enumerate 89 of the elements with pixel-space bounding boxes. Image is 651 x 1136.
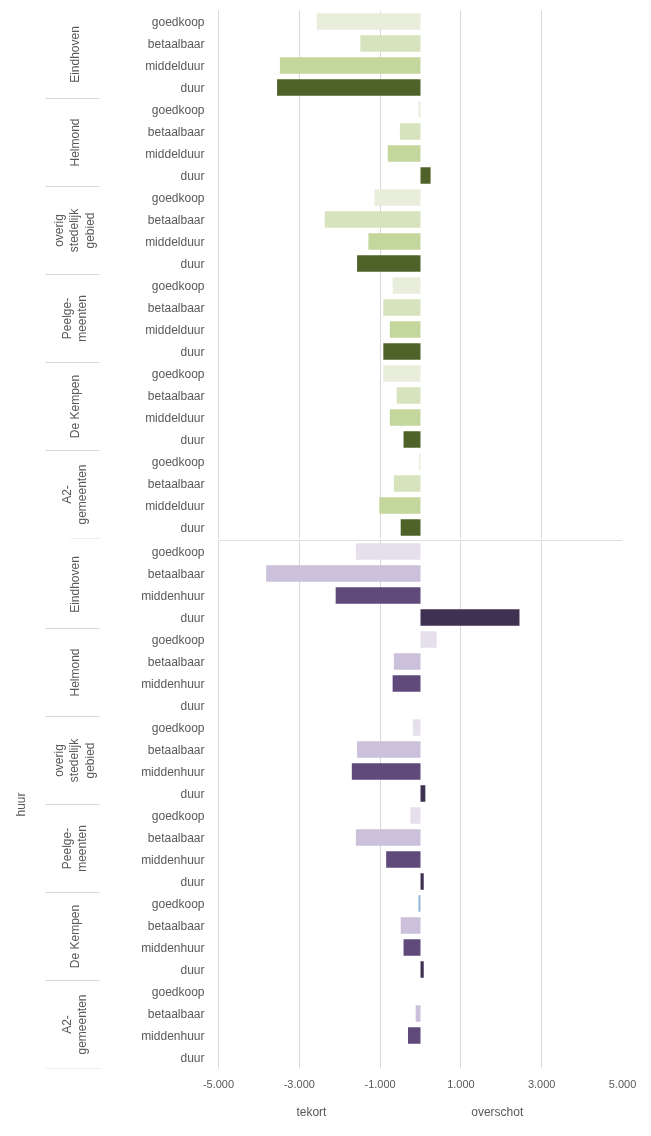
y-tick-label: betaalbaar	[147, 566, 205, 581]
text: De Kempen	[67, 374, 82, 439]
bar	[400, 917, 421, 934]
bar	[420, 873, 424, 890]
text: Eindhoven	[67, 26, 82, 83]
y-tick-label: betaalbaar	[147, 124, 205, 139]
y-tick-label: duur	[180, 786, 205, 801]
bar	[420, 631, 437, 648]
bar	[392, 675, 421, 692]
x-tick-label: 3.000	[527, 1077, 556, 1090]
bar	[351, 763, 421, 780]
y-tick-label: betaalbaar	[147, 300, 205, 315]
bar	[355, 543, 421, 560]
text: tekort	[296, 1104, 328, 1119]
bar	[335, 587, 421, 604]
y-tick-label: middelduur	[145, 410, 205, 425]
y-tick-label: betaalbaar	[147, 476, 205, 491]
text: De Kempen	[67, 904, 82, 969]
text: A2-gemeenten	[59, 994, 90, 1055]
x-tick-label: 1.000	[447, 1077, 475, 1090]
y-tick-label: goedkoop	[151, 366, 205, 381]
text: Peelge-meenten	[59, 825, 90, 872]
y-tick-label: goedkoop	[151, 14, 205, 29]
x-tick-label: -1.000	[364, 1077, 396, 1090]
y-tick-label: middenhuur	[141, 676, 205, 691]
text: Helmond	[67, 118, 82, 167]
x-tick-label: 5.000	[608, 1077, 637, 1090]
y-tick-label: betaalbaar	[147, 918, 205, 933]
y-tick-label: betaalbaar	[147, 388, 205, 403]
y-tick-label: goedkoop	[151, 454, 205, 469]
bar	[418, 895, 421, 912]
bar	[357, 741, 421, 758]
bar	[386, 851, 421, 868]
y-tick-label: goedkoop	[151, 896, 205, 911]
bar	[410, 807, 421, 824]
bar	[420, 961, 424, 978]
x-tick-label: -5.000	[202, 1077, 235, 1090]
y-tick-label: middenhuur	[141, 588, 205, 603]
y-tick-label: duur	[180, 874, 205, 889]
y-tick-label: middenhuur	[141, 764, 205, 779]
bar	[355, 829, 421, 846]
bar	[412, 719, 421, 736]
y-tick-label: middelduur	[145, 58, 205, 73]
y-axis-title: huur	[13, 792, 28, 817]
y-tick-label: middelduur	[145, 234, 205, 249]
y-tick-label: betaalbaar	[147, 830, 205, 845]
y-tick-label: duur	[180, 698, 205, 713]
text: Peelge-meenten	[59, 295, 90, 342]
y-tick-label: betaalbaar	[147, 654, 205, 669]
y-tick-label: goedkoop	[151, 632, 205, 647]
y-tick-label: duur	[180, 168, 205, 183]
y-tick-label: duur	[180, 80, 205, 95]
text: A2-gemeenten	[59, 464, 90, 525]
x-tick-label: -3.000	[283, 1077, 315, 1090]
y-tick-label: duur	[180, 962, 205, 977]
y-tick-label: goedkoop	[151, 544, 205, 559]
y-tick-label: duur	[180, 432, 205, 447]
y-tick-label: middenhuur	[141, 1028, 205, 1043]
y-tick-label: goedkoop	[151, 102, 205, 117]
bar	[266, 565, 421, 582]
bar	[420, 609, 520, 626]
text: Helmond	[67, 648, 82, 697]
y-tick-label: goedkoop	[151, 278, 205, 293]
y-tick-label: goedkoop	[151, 190, 205, 205]
bar	[415, 1005, 421, 1022]
y-tick-label: duur	[180, 610, 205, 625]
y-tick-label: betaalbaar	[147, 742, 205, 757]
y-tick-label: middelduur	[145, 146, 205, 161]
y-tick-label: goedkoop	[151, 808, 205, 823]
text: overschot	[471, 1104, 524, 1119]
y-tick-label: duur	[180, 344, 205, 359]
y-tick-label: middelduur	[145, 322, 205, 337]
y-tick-label: duur	[180, 1050, 205, 1065]
y-tick-label: duur	[180, 256, 205, 271]
y-tick-label: betaalbaar	[147, 212, 205, 227]
y-tick-label: goedkoop	[151, 984, 205, 999]
y-tick-label: middenhuur	[141, 852, 205, 867]
text: overig stedelijk gebied	[52, 737, 97, 783]
bar	[403, 939, 421, 956]
y-tick-label: betaalbaar	[147, 36, 205, 51]
text: overig stedelijk gebied	[52, 207, 97, 253]
y-tick-label: betaalbaar	[147, 1006, 205, 1021]
bar	[393, 653, 421, 670]
y-tick-label: goedkoop	[151, 720, 205, 735]
y-tick-label: duur	[180, 520, 205, 535]
text: Eindhoven	[67, 556, 82, 613]
y-tick-label: middenhuur	[141, 940, 205, 955]
bar	[407, 1027, 421, 1044]
y-tick-label: middelduur	[145, 498, 205, 513]
